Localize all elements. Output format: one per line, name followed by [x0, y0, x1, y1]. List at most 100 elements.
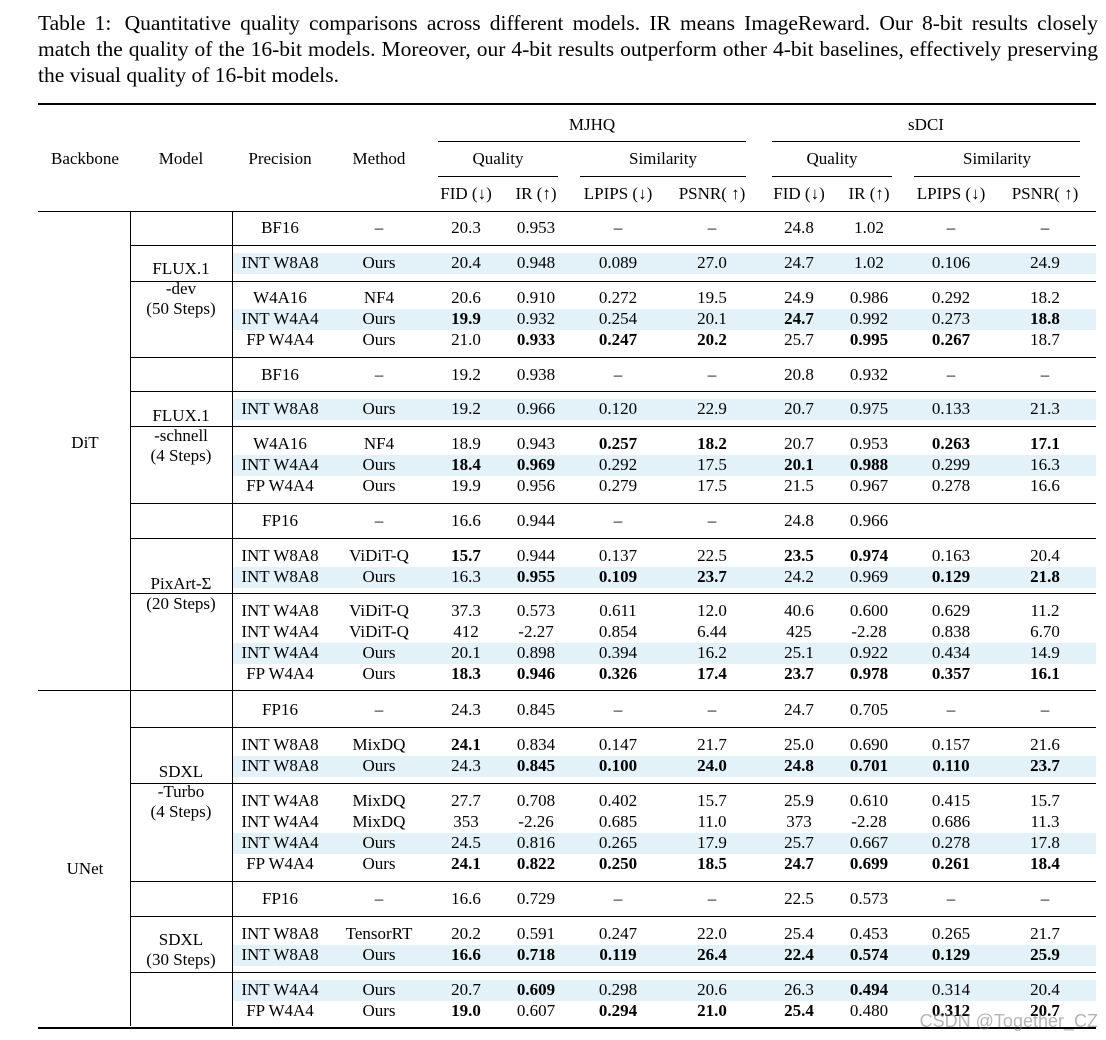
mjhq-fid-cell: 24.3 [451, 700, 481, 719]
mjhq-psnr-cell: 22.9 [697, 399, 727, 418]
mjhq-fid-cell: 19.2 [451, 365, 481, 384]
mjhq-ir-cell: 0.607 [516, 1001, 556, 1020]
sdci-lpips-cell: 0.129 [931, 567, 971, 586]
sdci-lpips-cell: 0.838 [931, 622, 971, 641]
sdci-ir-cell: 0.967 [849, 476, 889, 495]
top-rule [38, 103, 1096, 105]
sdci-psnr-cell: 24.9 [1030, 253, 1060, 272]
method-cell: NF4 [363, 434, 395, 453]
mjhq-ir-cell: 0.718 [516, 945, 556, 964]
sdci-psnr-cell: 20.7 [1030, 1001, 1060, 1020]
mjhq-psnr-cell: 27.0 [697, 253, 727, 272]
sdci-lpips-cell: 0.314 [931, 980, 971, 999]
sdci-fid-cell: 25.7 [784, 833, 814, 852]
sdci-fid-cell: 25.0 [784, 735, 814, 754]
precision-cell: INT W4A4 [241, 455, 319, 474]
sdci-fid-cell: 20.7 [784, 399, 814, 418]
mjhq-lpips-cell: 0.402 [598, 791, 638, 810]
mjhq-lpips-cell: 0.854 [598, 622, 638, 641]
precision-cell: INT W8A8 [241, 924, 319, 943]
sdci-lpips-cell: 0.299 [931, 455, 971, 474]
mjhq-fid-cell: 16.6 [451, 945, 481, 964]
row-highlight [233, 980, 1096, 1001]
sdci-lpips-cell: 0.686 [931, 812, 971, 831]
mjhq-psnr-cell: 17.9 [697, 833, 727, 852]
mjhq-ir-cell: 0.944 [516, 511, 556, 530]
sdci-fid-cell: 24.7 [784, 700, 814, 719]
mjhq-psnr-cell: – [707, 218, 717, 237]
header-mjhq-lpips: LPIPS (↓) [583, 184, 653, 203]
precision-cell: INT W4A4 [241, 833, 319, 852]
mjhq-psnr-cell: 18.2 [697, 434, 727, 453]
sdci-psnr-cell: – [1040, 889, 1050, 908]
model-label-line: (20 Steps) [146, 594, 216, 613]
mjhq-fid-cell: 20.4 [451, 253, 481, 272]
group-separator [130, 916, 1096, 917]
method-cell: Ours [362, 1001, 396, 1020]
row-highlight [233, 756, 1096, 777]
mjhq-lpips-cell: 0.611 [599, 601, 637, 620]
header-mjhq-similarity: Similarity [629, 149, 697, 168]
mjhq-psnr-cell: – [707, 889, 717, 908]
header-rule [38, 211, 1096, 212]
model-label: FLUX.1 -schnell (4 Steps) [132, 406, 230, 466]
mjhq-psnr-cell: 18.5 [697, 854, 727, 873]
sdci-lpips-cell: 0.261 [931, 854, 971, 873]
mjhq-fid-cell: 24.1 [451, 735, 481, 754]
sdci-lpips-cell: 0.129 [931, 945, 971, 964]
mjhq-fid-cell: 19.2 [451, 399, 481, 418]
precision-cell: INT W8A8 [241, 399, 319, 418]
method-cell: Ours [362, 567, 396, 586]
header-sdci-similarity: Similarity [963, 149, 1031, 168]
mjhq-psnr-cell: 17.5 [697, 455, 727, 474]
sdci-ir-cell: 0.494 [849, 980, 889, 999]
mjhq-ir-cell: 0.816 [516, 833, 556, 852]
mjhq-fid-cell: 18.3 [451, 664, 481, 683]
row-highlight [233, 567, 1096, 588]
mjhq-ir-cell: 0.898 [516, 643, 556, 662]
mjhq-ir-cell: -2.27 [518, 622, 554, 641]
precision-cell: FP16 [262, 511, 298, 530]
precision-cell: INT W8A8 [241, 567, 319, 586]
header-sdci-ir: IR (↑) [848, 184, 890, 203]
mjhq-fid-cell: 19.9 [451, 309, 481, 328]
mjhq-ir-cell: 0.708 [516, 791, 556, 810]
mjhq-ir-cell: 0.956 [516, 476, 556, 495]
sdci-psnr-cell: 21.7 [1030, 924, 1060, 943]
sdci-lpips-cell: 0.267 [931, 330, 971, 349]
sdci-ir-cell: 0.969 [849, 567, 889, 586]
sdci-psnr-cell: 20.4 [1030, 546, 1060, 565]
mjhq-ir-cell: 0.946 [516, 664, 556, 683]
model-label-line: (4 Steps) [150, 446, 212, 465]
sdci-psnr-cell: 21.3 [1030, 399, 1060, 418]
precision-cell: FP W4A4 [246, 330, 314, 349]
header-model: Model [158, 149, 204, 168]
method-cell: ViDiT-Q [349, 622, 409, 641]
sdci-ir-cell: 0.453 [849, 924, 889, 943]
backbone-rule [38, 690, 1096, 691]
method-cell: NF4 [363, 288, 395, 307]
method-cell: – [374, 511, 384, 530]
mjhq-ir-cell: 0.953 [516, 218, 556, 237]
sdci-fid-cell: 25.4 [784, 924, 814, 943]
header-precision: Precision [248, 149, 312, 168]
sdci-fid-cell: 20.8 [784, 365, 814, 384]
precision-cell: W4A16 [253, 288, 307, 307]
mjhq-lpips-cell: 0.257 [598, 434, 638, 453]
mjhq-lpips-cell: 0.089 [598, 253, 638, 272]
mjhq-lpips-cell: – [613, 511, 623, 530]
sdci-fid-cell: 24.9 [784, 288, 814, 307]
method-cell: Ours [362, 980, 396, 999]
sdci-ir-cell: 0.573 [849, 889, 889, 908]
mjhq-fid-cell: 24.5 [451, 833, 481, 852]
sdci-lpips-cell: – [946, 889, 956, 908]
mjhq-fid-cell: 15.7 [451, 546, 481, 565]
mjhq-psnr-cell: – [707, 365, 717, 384]
sdci-psnr-cell: 25.9 [1030, 945, 1060, 964]
mjhq-lpips-cell: 0.279 [598, 476, 638, 495]
model-label: SDXL -Turbo (4 Steps) [132, 762, 230, 822]
sdci-lpips-cell: 0.273 [931, 309, 971, 328]
model-label-line: -Turbo [157, 782, 205, 801]
method-cell: MixDQ [352, 812, 406, 831]
sdci-fid-cell: 22.5 [784, 889, 814, 908]
